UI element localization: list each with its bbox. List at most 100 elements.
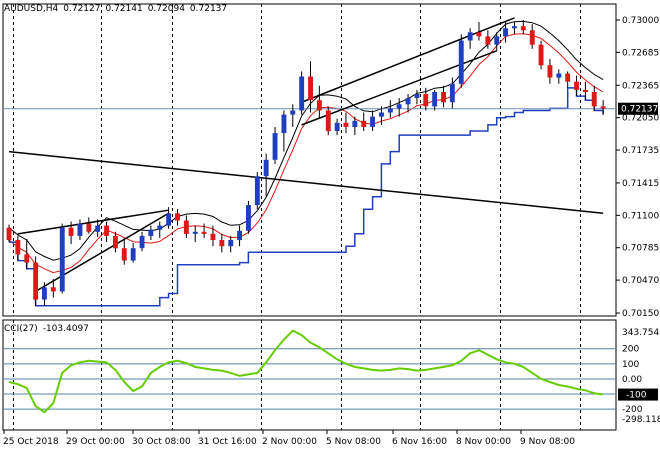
candle-body xyxy=(6,227,12,240)
candle-body xyxy=(24,254,30,263)
cci-axis-label: 0.00 xyxy=(622,375,642,385)
candle-body xyxy=(387,108,393,113)
candle-body xyxy=(15,240,21,255)
price-tick-label: 0.71735 xyxy=(622,146,659,156)
price-tick-label: 0.70785 xyxy=(622,244,659,254)
candle-body xyxy=(334,122,340,131)
candle-body xyxy=(583,89,588,92)
cci-current-badge xyxy=(618,388,658,401)
candle-body xyxy=(441,92,446,103)
candle-body xyxy=(467,32,473,41)
candle-body xyxy=(228,240,234,247)
time-tick-label: 31 Oct 16:00 xyxy=(198,437,257,447)
price-tick-label: 0.72365 xyxy=(622,81,659,91)
cci-axis-label: 343.7546 xyxy=(622,328,660,338)
candle-body xyxy=(33,262,39,300)
trendline xyxy=(301,50,497,126)
candle-body xyxy=(423,94,429,107)
time-tick-label: 9 Nov 08:00 xyxy=(520,437,575,447)
candle-body xyxy=(68,227,74,236)
candle-body xyxy=(476,32,482,37)
candle-body xyxy=(325,110,331,132)
time-tick-label: 30 Oct 08:00 xyxy=(132,437,191,447)
open-value: 0.72127 xyxy=(63,4,101,14)
candle-body xyxy=(449,83,455,103)
candle-body xyxy=(600,106,606,109)
price-tick-label: 0.70470 xyxy=(622,276,659,286)
candle-body xyxy=(104,225,109,236)
candle-body xyxy=(565,73,571,82)
candle-body xyxy=(529,30,535,45)
price-tick-label: 0.70150 xyxy=(622,309,659,319)
candle-body xyxy=(591,92,597,107)
current-price-badge xyxy=(618,102,658,115)
candle-body xyxy=(485,36,491,45)
upper-band-line xyxy=(8,20,604,261)
candle-body xyxy=(299,76,305,111)
low-value: 0.72094 xyxy=(147,4,185,14)
trendline xyxy=(301,17,515,103)
time-tick-label: 8 Nov 00:00 xyxy=(456,437,511,447)
candle-body xyxy=(316,100,322,111)
candle-body xyxy=(494,36,500,45)
candle-body xyxy=(458,40,464,84)
candle-body xyxy=(166,213,172,226)
symbol-label: AUDUSD,H4 xyxy=(4,4,59,14)
candle-body xyxy=(219,240,225,247)
candle-body xyxy=(148,229,154,236)
candle-body xyxy=(361,120,367,127)
candle-body xyxy=(201,231,207,234)
trendline xyxy=(17,209,169,235)
candle-body xyxy=(139,235,145,249)
time-tick-label: 2 Nov 00:00 xyxy=(262,437,317,447)
cci-axis-label: 100 xyxy=(622,360,639,370)
cci-indicator: 343.75462001000.00-100-200-298.1185-100 xyxy=(3,328,660,425)
candle-body xyxy=(175,213,180,221)
time-tick-label: 6 Nov 16:00 xyxy=(392,437,447,447)
candle-body xyxy=(538,44,544,66)
candle-body xyxy=(50,287,56,292)
candle-body xyxy=(254,176,260,206)
chart-frame xyxy=(2,3,617,431)
trendline xyxy=(35,212,169,293)
candle-body xyxy=(113,235,118,249)
chart-grid xyxy=(13,4,581,430)
time-tick-label: 29 Oct 00:00 xyxy=(66,437,125,447)
cci-value: -103.4097 xyxy=(42,324,89,334)
candle-body xyxy=(432,92,438,107)
candle-body xyxy=(157,225,163,230)
candle-body xyxy=(272,133,278,160)
candle-body xyxy=(281,114,287,134)
indicator-lines xyxy=(3,20,616,307)
close-value: 0.72137 xyxy=(189,4,228,14)
cci-axis-label: -298.1185 xyxy=(622,415,660,425)
candle-body xyxy=(556,73,562,78)
candle-body xyxy=(370,116,375,127)
candle-body xyxy=(290,110,296,115)
cci-header: CCI(27) -103.4097 xyxy=(4,324,89,335)
candle-body xyxy=(520,26,526,31)
cci-axis-label: 200 xyxy=(622,345,639,355)
high-value: 0.72141 xyxy=(105,4,143,14)
donchian-low-line xyxy=(9,87,604,307)
cci-current-label: -100 xyxy=(626,391,647,401)
symbol-header: AUDUSD,H4 0.72127 0.72141 0.72094 0.72137 xyxy=(4,4,227,15)
candle-body xyxy=(237,230,242,241)
time-tick-label: 25 Oct 2018 xyxy=(3,437,59,447)
price-axis: 0.73000 0.72685 0.72365 0.72050 0.71735 0.714… xyxy=(616,16,659,319)
cci-pane-border xyxy=(2,319,617,431)
candle-body xyxy=(547,65,553,78)
candle-body xyxy=(59,227,65,292)
trendlines xyxy=(8,17,604,293)
candle-body xyxy=(130,248,136,261)
candle-body xyxy=(343,122,349,127)
price-tick-label: 0.73000 xyxy=(622,16,659,26)
time-tick-label: 5 Nov 08:00 xyxy=(326,437,381,447)
candle-body xyxy=(396,104,402,109)
candle-body xyxy=(263,159,269,177)
candle-body xyxy=(42,287,47,300)
cci-axis-label: -200 xyxy=(622,405,643,415)
time-axis: 25 Oct 2018 29 Oct 00:00 30 Oct 08:00 31 Oc… xyxy=(3,430,575,447)
candle-body xyxy=(503,28,508,37)
